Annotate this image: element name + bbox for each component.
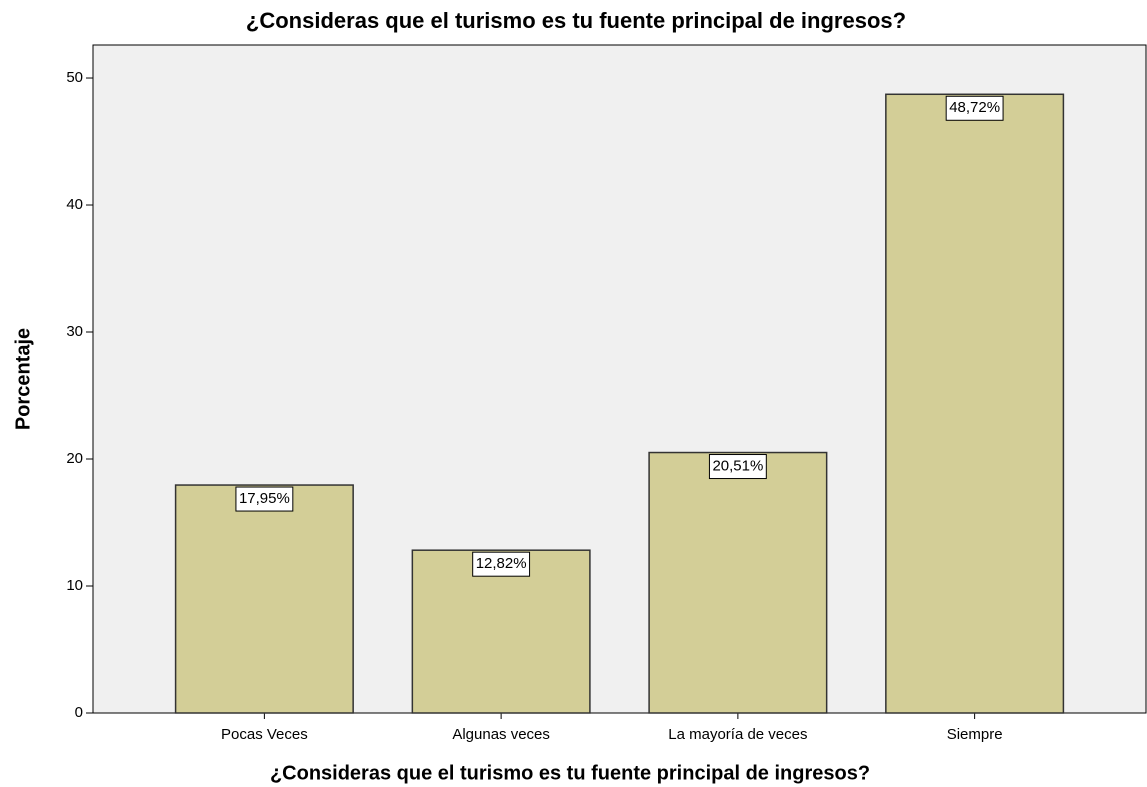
value-label: 17,95% (239, 490, 290, 507)
value-label: 12,82% (476, 555, 527, 572)
chart-title: ¿Consideras que el turismo es tu fuente … (246, 8, 906, 33)
bar (885, 93, 1065, 714)
x-tick-label: Siempre (947, 726, 1003, 743)
value-label-box (235, 486, 294, 512)
x-tick-label: La mayoría de veces (668, 726, 807, 743)
value-label-box (708, 454, 767, 480)
y-tick-label: 40 (66, 196, 83, 213)
bar (411, 549, 591, 714)
value-label: 20,51% (712, 457, 763, 474)
value-label-box (945, 95, 1004, 121)
value-label-box (472, 551, 531, 577)
y-tick-label: 10 (66, 577, 83, 594)
y-tick-label: 30 (66, 323, 83, 340)
y-tick-label: 50 (66, 69, 83, 86)
bar (648, 451, 828, 714)
x-tick-label: Algunas veces (452, 726, 550, 743)
y-axis-title: Porcentaje (12, 328, 34, 430)
y-tick-label: 0 (75, 704, 83, 721)
y-tick-label: 20 (66, 450, 83, 467)
x-axis-title: ¿Consideras que el turismo es tu fuente … (270, 762, 870, 784)
bar (174, 484, 354, 714)
value-label: 48,72% (949, 99, 1000, 116)
x-tick-label: Pocas Veces (221, 726, 308, 743)
